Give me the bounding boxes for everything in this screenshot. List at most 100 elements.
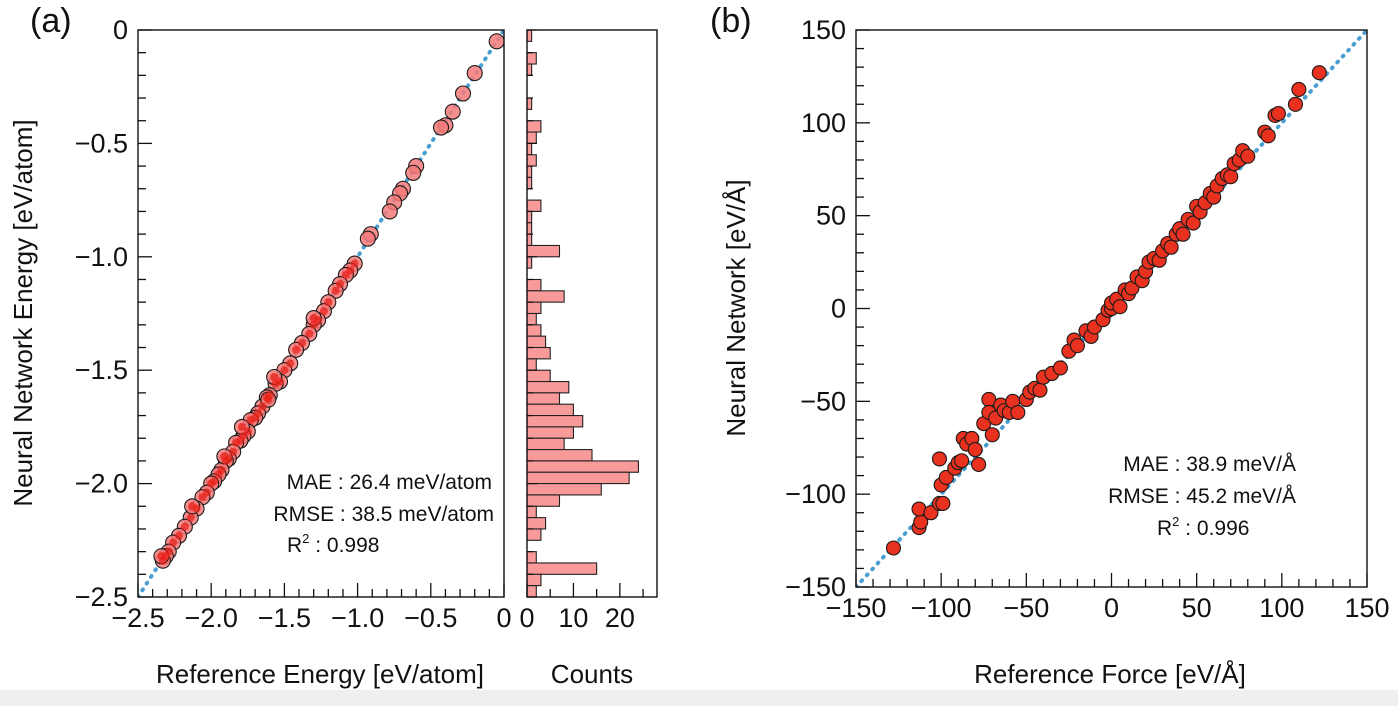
panel-b-ytick-label: 100 xyxy=(801,108,846,138)
panel-b-point xyxy=(1270,106,1286,122)
panel-a-point-core xyxy=(246,416,255,425)
histogram-bar xyxy=(526,449,593,462)
panel-b-point xyxy=(885,540,902,556)
histogram-xtick-label: 10 xyxy=(558,603,588,633)
panel-b-ytick-label: −150 xyxy=(785,572,846,602)
histogram-bar xyxy=(526,403,574,417)
panel-a-r2-sup: 2 xyxy=(302,531,309,546)
histogram-bar xyxy=(526,471,630,485)
panel-a-ylabel: Neural Network Energy [eV/atom] xyxy=(8,119,38,506)
panel-b-point xyxy=(1287,96,1304,112)
panel-a-point xyxy=(381,203,398,220)
histogram-xtick-label: 0 xyxy=(519,603,534,633)
histogram-bar xyxy=(526,358,537,371)
panel-b-xtick-label: 150 xyxy=(1344,593,1389,623)
histogram-xticks: 0 10 20 xyxy=(519,583,644,633)
panel-a-rmse: RMSE : 38.5 meV/atom xyxy=(273,503,494,526)
panel-a-point-core xyxy=(297,338,306,347)
panel-b-xtick-label: −50 xyxy=(1003,593,1049,623)
histogram-bar xyxy=(526,346,551,360)
panel-a-point-core xyxy=(286,359,295,368)
histogram-bar xyxy=(526,369,551,383)
panel-b-xtick-label: 100 xyxy=(1259,593,1304,623)
panel-a-ytick-label: −2.0 xyxy=(75,469,128,499)
panel-b-xticks: −150 −100 −50 0 50 100 150 xyxy=(826,573,1390,623)
panel-a-point-core xyxy=(186,513,195,522)
panel-a-point-core xyxy=(258,402,267,411)
histogram-xtick-label: 20 xyxy=(605,603,635,633)
histogram-bar xyxy=(526,562,598,575)
histogram-bar xyxy=(526,505,537,519)
panel-a-point-core xyxy=(270,373,279,382)
panel-b-point xyxy=(971,456,987,473)
panel-b-point xyxy=(938,469,954,486)
panel-b-r2-sup: 2 xyxy=(1172,514,1179,529)
panel-b-points xyxy=(885,65,1327,556)
panel-b-point xyxy=(935,495,951,512)
panel-b-point xyxy=(1112,299,1128,315)
panel-a-r2-value: : 0.998 xyxy=(309,534,379,557)
panel-b-marks xyxy=(856,30,1367,587)
panel-a-ytick-label: 0 xyxy=(113,15,128,45)
panel-a-r2: R2 : 0.998 xyxy=(287,531,379,557)
histogram-bar xyxy=(526,460,639,473)
panel-b-point xyxy=(984,427,1000,443)
panel-a-point-core xyxy=(350,259,359,268)
panel-b-mae: MAE : 38.9 meV/Å xyxy=(1123,453,1296,476)
panel-a-point-core xyxy=(174,531,183,540)
panel-b-point xyxy=(1032,382,1048,398)
panel-b-xtick-label: 50 xyxy=(1182,593,1212,623)
panel-b-ytick-label: −100 xyxy=(785,479,846,509)
panel-b-point xyxy=(1069,338,1085,354)
panel-b-point xyxy=(1052,360,1068,376)
panel-a-point-core xyxy=(207,479,216,488)
histogram-bar xyxy=(526,483,602,496)
figure: (a) −2.5 −2.0 −1.5 −1.0 −0.5 0 0−0.5−1.0−1.5−… xyxy=(8,2,1390,689)
panel-b-point xyxy=(1260,128,1276,144)
histogram-bars xyxy=(526,29,639,598)
panel-b-yticks: 150 100 50 0 −50 −100 −150 xyxy=(785,15,870,602)
panel-a-point-core xyxy=(237,422,246,431)
histogram-bar xyxy=(526,392,561,405)
panel-b-xtick-label: −100 xyxy=(911,593,972,623)
panel-b-ylabel: Neural Network [eV/Å] xyxy=(721,179,751,436)
bottom-strip xyxy=(0,690,1398,706)
panel-b-point xyxy=(954,453,970,469)
panel-a-ytick-label: −1.5 xyxy=(75,355,128,385)
panel-a-point-core xyxy=(292,345,301,354)
panel-a-point-core xyxy=(229,447,238,456)
panel-a-ytick-label: −1.0 xyxy=(75,242,128,272)
histogram-bar xyxy=(526,244,561,258)
panel-b-ytick-label: 50 xyxy=(816,201,846,231)
histogram-bar xyxy=(526,324,542,337)
panel-a-r2-label: R xyxy=(287,534,302,557)
panel-a-point-core xyxy=(336,280,345,289)
panel-b-point xyxy=(1175,226,1191,242)
panel-b-r2-value: : 0.996 xyxy=(1179,517,1249,540)
panel-a-point-core xyxy=(198,493,207,502)
panel-b-label: (b) xyxy=(710,2,752,40)
histogram-bar xyxy=(526,380,570,394)
histogram-bar xyxy=(526,426,574,439)
histogram-panel: 0 10 20 Counts xyxy=(519,29,658,689)
panel-a-point-core xyxy=(271,379,280,388)
panel-a-point xyxy=(488,33,504,50)
panel-a-point-core xyxy=(319,307,328,316)
panel-b-ytick-label: −50 xyxy=(800,386,846,416)
panel-b-r2-label: R xyxy=(1157,517,1172,540)
histogram-bar xyxy=(526,131,537,144)
panel-a-point-core xyxy=(280,366,289,375)
panel-b-r2: R2 : 0.996 xyxy=(1157,514,1249,540)
panel-b: (b) −150 −100 −50 0 50 100 150 150 100 50 0 −50 −10… xyxy=(710,2,1390,689)
panel-a-point-core xyxy=(331,286,340,295)
panel-a-points xyxy=(153,33,504,569)
panel-b-point xyxy=(1163,239,1179,255)
panel-a-ytick-label: −2.5 xyxy=(75,582,128,612)
panel-b-point xyxy=(923,505,939,521)
panel-b-point xyxy=(1291,81,1307,97)
histogram-bar xyxy=(526,517,547,530)
histogram-bar xyxy=(526,290,565,303)
panel-a-xtick-label: −1.0 xyxy=(331,603,384,633)
panel-a-point xyxy=(432,119,450,136)
histogram-bar xyxy=(526,551,537,564)
